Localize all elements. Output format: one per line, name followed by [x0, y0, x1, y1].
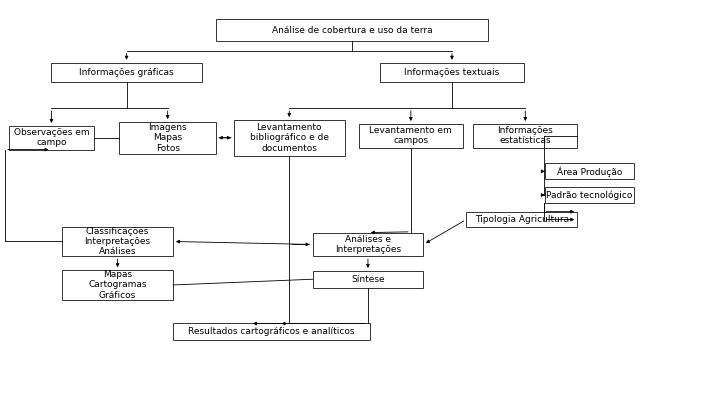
- FancyBboxPatch shape: [473, 124, 577, 148]
- Text: Informações textuais: Informações textuais: [404, 68, 500, 77]
- Text: Imagens
Mapas
Fotos: Imagens Mapas Fotos: [149, 123, 187, 153]
- FancyBboxPatch shape: [381, 62, 523, 82]
- Text: Classificações
Interpretações
Análises: Classificações Interpretações Análises: [85, 226, 151, 256]
- Text: Padrão tecnológico: Padrão tecnológico: [546, 190, 633, 200]
- FancyBboxPatch shape: [119, 122, 216, 154]
- Text: Síntese: Síntese: [351, 275, 385, 284]
- FancyBboxPatch shape: [62, 227, 173, 256]
- Text: Tipologia Agricultura: Tipologia Agricultura: [475, 215, 569, 224]
- Text: Área Produção: Área Produção: [557, 166, 623, 177]
- FancyBboxPatch shape: [62, 270, 173, 300]
- FancyBboxPatch shape: [216, 19, 488, 41]
- Text: Informações
estatísticas: Informações estatísticas: [498, 126, 553, 145]
- FancyBboxPatch shape: [312, 271, 424, 287]
- FancyBboxPatch shape: [52, 62, 202, 82]
- Text: Análises e
Interpretações: Análises e Interpretações: [335, 235, 401, 254]
- FancyBboxPatch shape: [359, 124, 462, 148]
- FancyBboxPatch shape: [234, 120, 345, 156]
- FancyBboxPatch shape: [545, 164, 635, 179]
- FancyBboxPatch shape: [173, 324, 370, 340]
- Text: Observações em
campo: Observações em campo: [14, 128, 89, 147]
- Text: Levantamento
bibliográfico e de
documentos: Levantamento bibliográfico e de document…: [250, 123, 329, 153]
- FancyBboxPatch shape: [9, 126, 94, 150]
- Text: Levantamento em
campos: Levantamento em campos: [370, 126, 452, 145]
- FancyBboxPatch shape: [466, 212, 577, 227]
- Text: Análise de cobertura e uso da terra: Análise de cobertura e uso da terra: [271, 25, 432, 35]
- FancyBboxPatch shape: [312, 232, 424, 256]
- FancyBboxPatch shape: [545, 187, 635, 203]
- Text: Resultados cartográficos e analíticos: Resultados cartográficos e analíticos: [188, 327, 355, 336]
- Text: Mapas
Cartogramas
Gráficos: Mapas Cartogramas Gráficos: [88, 270, 147, 300]
- Text: Informações gráficas: Informações gráficas: [79, 68, 174, 77]
